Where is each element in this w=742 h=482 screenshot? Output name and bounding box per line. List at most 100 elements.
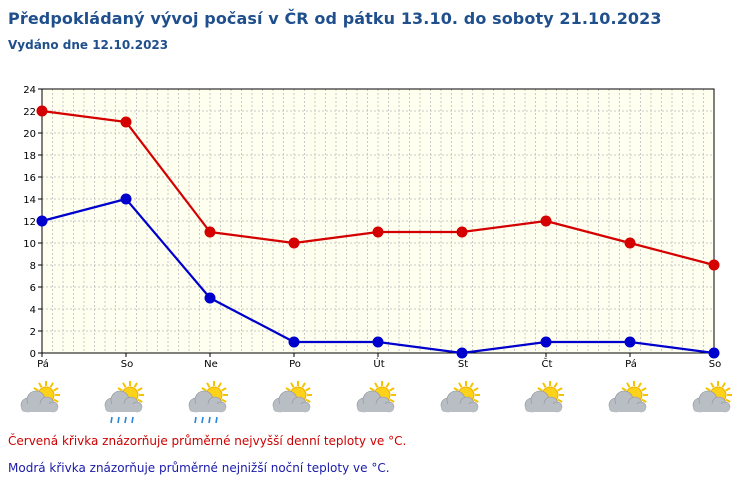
x-tick-label: Pá — [625, 358, 637, 370]
issued-date: Vydáno dne 12.10.2023 — [8, 38, 169, 52]
sun-ray — [290, 382, 295, 388]
data-point-max — [624, 237, 636, 249]
sun-ray — [389, 387, 395, 392]
sun-ray — [453, 387, 459, 392]
sun-ray — [117, 387, 123, 392]
sun-ray — [641, 387, 647, 392]
rain-drop — [117, 416, 120, 424]
sun-ray — [473, 398, 479, 403]
rain-drop — [110, 416, 113, 424]
sun-ray — [710, 382, 715, 388]
sun-ray — [557, 387, 563, 392]
rain-drop — [124, 416, 127, 424]
data-point-max — [36, 105, 48, 117]
sun-ray — [458, 382, 463, 388]
sun-ray — [374, 382, 379, 388]
y-tick-label: 0 — [30, 349, 36, 360]
sun-ray — [137, 398, 143, 403]
sun-ray — [721, 382, 726, 388]
cloud-base — [21, 404, 58, 412]
x-tick-label: Pá — [37, 358, 49, 370]
cloud-base — [189, 404, 226, 412]
sun-ray — [641, 398, 647, 403]
partly-cloudy-icon — [440, 381, 480, 413]
sun-ray — [122, 382, 127, 388]
data-point-min — [540, 336, 552, 348]
cloud-base — [609, 404, 646, 412]
sun-ray — [33, 387, 39, 392]
cloudy-rain-icon — [104, 381, 144, 424]
data-point-max — [120, 116, 132, 128]
sun-ray — [725, 387, 731, 392]
data-point-max — [372, 226, 384, 238]
sun-ray — [705, 387, 711, 392]
min-temp-note: Modrá křivka znázorňuje průměrné nejnižš… — [8, 461, 390, 475]
sun-ray — [553, 382, 558, 388]
cloud-base — [273, 404, 310, 412]
rain-drop — [131, 416, 134, 424]
sun-ray — [557, 398, 563, 403]
sun-ray — [537, 387, 543, 392]
rain-drop — [201, 416, 204, 424]
y-tick-label: 6 — [30, 283, 36, 294]
sun-ray — [137, 387, 143, 392]
y-tick-label: 16 — [23, 173, 36, 184]
sun-ray — [301, 382, 306, 388]
rain-drop — [194, 416, 197, 424]
sun-ray — [201, 387, 207, 392]
x-tick-label: Po — [289, 359, 301, 370]
x-tick-label: So — [709, 359, 721, 370]
partly-cloudy-icon — [272, 381, 312, 413]
cloud-base — [441, 404, 478, 412]
y-tick-label: 12 — [23, 217, 36, 228]
y-tick-label: 2 — [30, 327, 36, 338]
data-point-max — [708, 259, 720, 271]
data-point-max — [288, 237, 300, 249]
sun-ray — [725, 398, 731, 403]
data-point-max — [204, 226, 216, 238]
data-point-max — [456, 226, 468, 238]
rain-drop — [215, 416, 218, 424]
sun-ray — [542, 382, 547, 388]
data-point-min — [36, 215, 48, 227]
y-tick-label: 22 — [23, 107, 36, 118]
sun-ray — [637, 382, 642, 388]
y-tick-label: 24 — [23, 85, 36, 96]
sun-ray — [626, 382, 631, 388]
sun-ray — [221, 387, 227, 392]
sun-ray — [305, 398, 311, 403]
sun-ray — [473, 387, 479, 392]
y-tick-label: 14 — [23, 195, 36, 206]
partly-cloudy-icon — [524, 381, 564, 413]
x-tick-label: So — [121, 359, 133, 370]
max-temp-note: Červená křivka znázorňuje průměrné nejvy… — [8, 434, 407, 448]
x-tick-label: Ne — [204, 359, 218, 370]
data-point-min — [708, 347, 720, 359]
y-tick-label: 18 — [23, 151, 36, 162]
partly-cloudy-icon — [692, 381, 732, 413]
partly-cloudy-icon — [356, 381, 396, 413]
data-point-max — [540, 215, 552, 227]
sun-ray — [38, 382, 43, 388]
data-point-min — [204, 292, 216, 304]
data-point-min — [372, 336, 384, 348]
y-tick-label: 20 — [23, 129, 36, 140]
x-tick-label: Čt — [542, 357, 553, 370]
sun-ray — [206, 382, 211, 388]
partly-cloudy-icon — [20, 381, 60, 413]
rain-drop — [208, 416, 211, 424]
partly-cloudy-icon — [608, 381, 648, 413]
cloud-base — [693, 404, 730, 412]
sun-ray — [305, 387, 311, 392]
chart-title: Předpokládaný vývoj počasí v ČR od pátku… — [8, 9, 662, 28]
sun-ray — [389, 398, 395, 403]
sun-ray — [221, 398, 227, 403]
sun-ray — [49, 382, 54, 388]
sun-ray — [621, 387, 627, 392]
sun-ray — [133, 382, 138, 388]
sun-ray — [469, 382, 474, 388]
data-point-min — [120, 193, 132, 205]
cloudy-rain-icon — [188, 381, 228, 424]
x-tick-label: Út — [373, 357, 384, 370]
